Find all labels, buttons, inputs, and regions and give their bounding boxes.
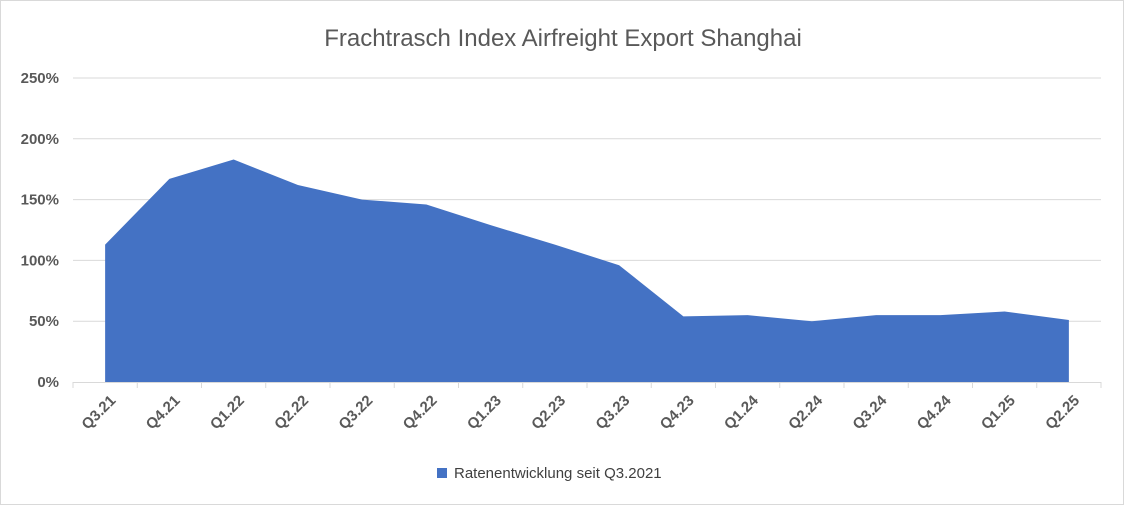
legend: Ratenentwicklung seit Q3.2021 <box>437 465 662 482</box>
legend-label: Ratenentwicklung seit Q3.2021 <box>454 465 662 482</box>
x-tick-label: Q3.24 <box>849 392 890 433</box>
y-axis: 0% 50% 100% 150% 200% 250% <box>21 70 59 391</box>
x-tick-label: Q2.24 <box>785 392 826 433</box>
area-series-ratenentwicklung <box>105 159 1069 382</box>
y-tick-label: 100% <box>21 252 59 269</box>
x-tick-label: Q2.23 <box>528 392 569 433</box>
y-tick-label: 150% <box>21 192 59 209</box>
y-tick-label: 250% <box>21 70 59 87</box>
x-tick-label: Q4.23 <box>657 392 698 433</box>
x-tick-label: Q1.23 <box>464 392 505 433</box>
x-tick-label: Q2.22 <box>271 392 312 433</box>
x-tick-label: Q1.25 <box>978 392 1019 433</box>
x-tick-label: Q3.22 <box>335 392 376 433</box>
plot-area <box>105 159 1069 382</box>
chart-title: Frachtrasch Index Airfreight Export Shan… <box>324 25 802 52</box>
y-tick-label: 50% <box>29 313 59 330</box>
x-tick-label: Q4.22 <box>400 392 441 433</box>
x-tick-label: Q1.24 <box>721 392 762 433</box>
x-tick-label: Q3.21 <box>78 392 119 433</box>
x-tick-label: Q2.25 <box>1042 392 1083 433</box>
x-tick-label: Q4.24 <box>914 392 955 433</box>
legend-swatch <box>437 468 447 478</box>
y-tick-label: 0% <box>37 374 59 391</box>
x-tick-label: Q4.21 <box>143 392 184 433</box>
x-axis: Q3.21 Q4.21 Q1.22 Q2.22 Q3.22 Q4.22 Q1.23 Q2.23… <box>72 382 1102 433</box>
y-tick-label: 200% <box>21 131 59 148</box>
x-tick-label: Q3.23 <box>592 392 633 433</box>
x-tick-label: Q1.22 <box>207 392 248 433</box>
